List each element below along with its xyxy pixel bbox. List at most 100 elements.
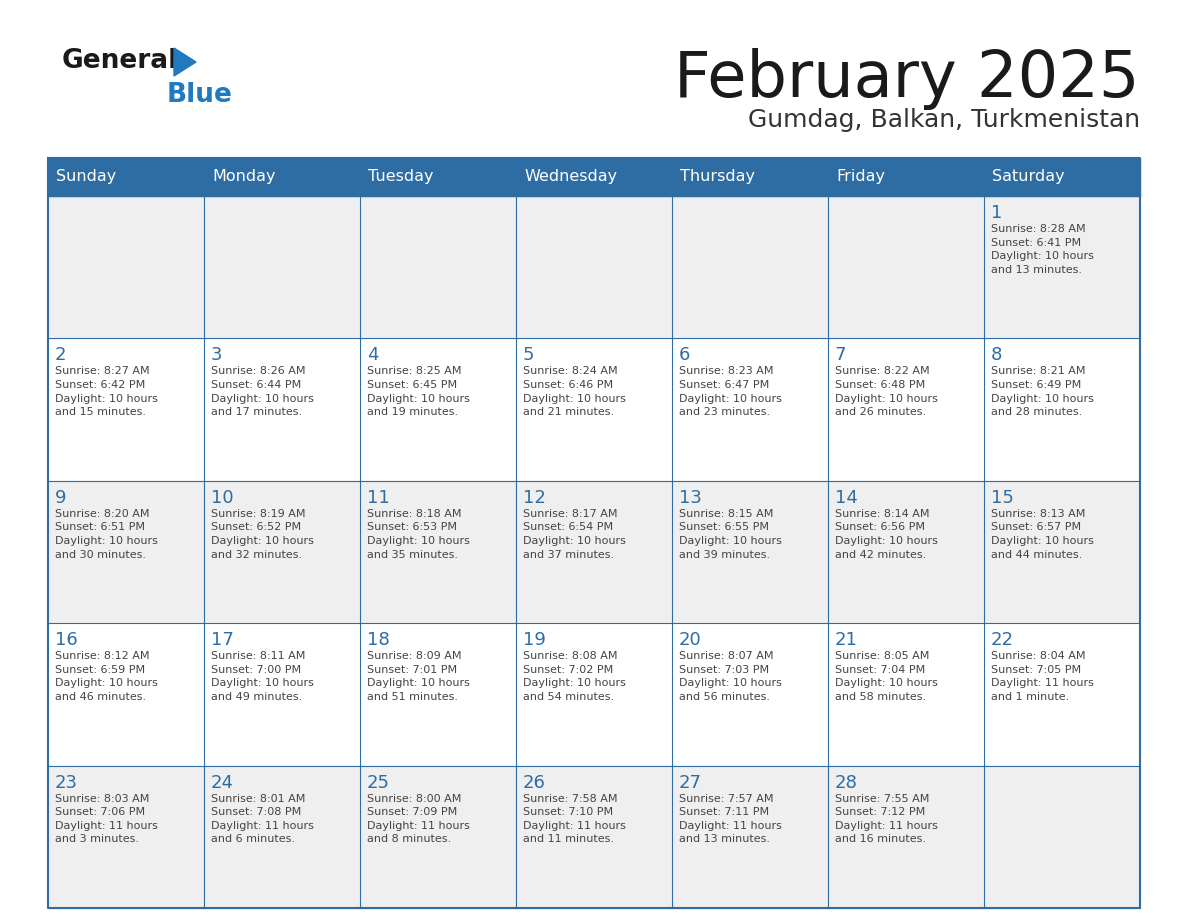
Text: 26: 26: [523, 774, 545, 791]
Bar: [516, 481, 672, 623]
Bar: [360, 481, 516, 623]
Bar: [984, 766, 1140, 908]
Text: 16: 16: [55, 632, 77, 649]
Text: Sunrise: 8:24 AM
Sunset: 6:46 PM
Daylight: 10 hours
and 21 minutes.: Sunrise: 8:24 AM Sunset: 6:46 PM Dayligh…: [523, 366, 626, 417]
Text: Sunrise: 8:15 AM
Sunset: 6:55 PM
Daylight: 10 hours
and 39 minutes.: Sunrise: 8:15 AM Sunset: 6:55 PM Dayligh…: [680, 509, 782, 560]
Text: 6: 6: [680, 346, 690, 364]
Bar: [984, 623, 1140, 766]
Bar: [204, 196, 360, 339]
Text: Saturday: Saturday: [992, 170, 1064, 185]
Polygon shape: [173, 48, 196, 76]
Text: Thursday: Thursday: [680, 170, 756, 185]
Bar: [672, 766, 828, 908]
Text: 3: 3: [211, 346, 222, 364]
Text: 14: 14: [835, 488, 858, 507]
Bar: [984, 339, 1140, 481]
Bar: [48, 339, 204, 481]
Bar: [828, 339, 984, 481]
Text: Friday: Friday: [836, 170, 885, 185]
Bar: [204, 481, 360, 623]
Text: Sunrise: 7:58 AM
Sunset: 7:10 PM
Daylight: 11 hours
and 11 minutes.: Sunrise: 7:58 AM Sunset: 7:10 PM Dayligh…: [523, 793, 626, 845]
Bar: [48, 623, 204, 766]
Text: 20: 20: [680, 632, 702, 649]
Bar: [360, 196, 516, 339]
Text: Sunrise: 8:12 AM
Sunset: 6:59 PM
Daylight: 10 hours
and 46 minutes.: Sunrise: 8:12 AM Sunset: 6:59 PM Dayligh…: [55, 651, 158, 702]
Bar: [360, 623, 516, 766]
Bar: [516, 766, 672, 908]
Text: Sunrise: 8:25 AM
Sunset: 6:45 PM
Daylight: 10 hours
and 19 minutes.: Sunrise: 8:25 AM Sunset: 6:45 PM Dayligh…: [367, 366, 470, 417]
Bar: [828, 623, 984, 766]
Text: 8: 8: [991, 346, 1003, 364]
Text: 9: 9: [55, 488, 67, 507]
Text: Wednesday: Wednesday: [524, 170, 617, 185]
Text: Sunrise: 8:27 AM
Sunset: 6:42 PM
Daylight: 10 hours
and 15 minutes.: Sunrise: 8:27 AM Sunset: 6:42 PM Dayligh…: [55, 366, 158, 417]
Text: 10: 10: [211, 488, 234, 507]
Text: General: General: [62, 48, 178, 74]
Bar: [672, 196, 828, 339]
Bar: [672, 339, 828, 481]
Text: Sunrise: 8:14 AM
Sunset: 6:56 PM
Daylight: 10 hours
and 42 minutes.: Sunrise: 8:14 AM Sunset: 6:56 PM Dayligh…: [835, 509, 937, 560]
Text: 17: 17: [211, 632, 234, 649]
Text: 19: 19: [523, 632, 545, 649]
Text: Sunrise: 8:26 AM
Sunset: 6:44 PM
Daylight: 10 hours
and 17 minutes.: Sunrise: 8:26 AM Sunset: 6:44 PM Dayligh…: [211, 366, 314, 417]
Bar: [360, 339, 516, 481]
Text: Sunrise: 8:07 AM
Sunset: 7:03 PM
Daylight: 10 hours
and 56 minutes.: Sunrise: 8:07 AM Sunset: 7:03 PM Dayligh…: [680, 651, 782, 702]
Text: 27: 27: [680, 774, 702, 791]
Bar: [204, 766, 360, 908]
Text: Blue: Blue: [168, 82, 233, 108]
Text: 5: 5: [523, 346, 535, 364]
Bar: [828, 481, 984, 623]
Text: Sunrise: 8:08 AM
Sunset: 7:02 PM
Daylight: 10 hours
and 54 minutes.: Sunrise: 8:08 AM Sunset: 7:02 PM Dayligh…: [523, 651, 626, 702]
Bar: [516, 196, 672, 339]
Text: 21: 21: [835, 632, 858, 649]
Text: Sunrise: 8:04 AM
Sunset: 7:05 PM
Daylight: 11 hours
and 1 minute.: Sunrise: 8:04 AM Sunset: 7:05 PM Dayligh…: [991, 651, 1094, 702]
Text: 25: 25: [367, 774, 390, 791]
Text: 7: 7: [835, 346, 847, 364]
Text: 23: 23: [55, 774, 78, 791]
Bar: [48, 766, 204, 908]
Text: Sunrise: 8:23 AM
Sunset: 6:47 PM
Daylight: 10 hours
and 23 minutes.: Sunrise: 8:23 AM Sunset: 6:47 PM Dayligh…: [680, 366, 782, 417]
Text: Sunrise: 8:05 AM
Sunset: 7:04 PM
Daylight: 10 hours
and 58 minutes.: Sunrise: 8:05 AM Sunset: 7:04 PM Dayligh…: [835, 651, 937, 702]
Bar: [48, 481, 204, 623]
Text: Sunrise: 8:00 AM
Sunset: 7:09 PM
Daylight: 11 hours
and 8 minutes.: Sunrise: 8:00 AM Sunset: 7:09 PM Dayligh…: [367, 793, 470, 845]
Bar: [48, 158, 1140, 196]
Text: 28: 28: [835, 774, 858, 791]
Text: Sunrise: 8:17 AM
Sunset: 6:54 PM
Daylight: 10 hours
and 37 minutes.: Sunrise: 8:17 AM Sunset: 6:54 PM Dayligh…: [523, 509, 626, 560]
Text: Sunrise: 8:13 AM
Sunset: 6:57 PM
Daylight: 10 hours
and 44 minutes.: Sunrise: 8:13 AM Sunset: 6:57 PM Dayligh…: [991, 509, 1094, 560]
Text: Sunrise: 7:57 AM
Sunset: 7:11 PM
Daylight: 11 hours
and 13 minutes.: Sunrise: 7:57 AM Sunset: 7:11 PM Dayligh…: [680, 793, 782, 845]
Bar: [672, 481, 828, 623]
Text: 22: 22: [991, 632, 1015, 649]
Text: Sunrise: 7:55 AM
Sunset: 7:12 PM
Daylight: 11 hours
and 16 minutes.: Sunrise: 7:55 AM Sunset: 7:12 PM Dayligh…: [835, 793, 937, 845]
Text: 18: 18: [367, 632, 390, 649]
Text: 15: 15: [991, 488, 1013, 507]
Bar: [828, 196, 984, 339]
Text: Sunday: Sunday: [56, 170, 116, 185]
Bar: [516, 339, 672, 481]
Bar: [984, 481, 1140, 623]
Bar: [48, 196, 204, 339]
Bar: [360, 766, 516, 908]
Text: 13: 13: [680, 488, 702, 507]
Text: 1: 1: [991, 204, 1003, 222]
Text: Tuesday: Tuesday: [368, 170, 434, 185]
Bar: [828, 766, 984, 908]
Text: 24: 24: [211, 774, 234, 791]
Bar: [516, 623, 672, 766]
Text: Sunrise: 8:03 AM
Sunset: 7:06 PM
Daylight: 11 hours
and 3 minutes.: Sunrise: 8:03 AM Sunset: 7:06 PM Dayligh…: [55, 793, 158, 845]
Text: Sunrise: 8:18 AM
Sunset: 6:53 PM
Daylight: 10 hours
and 35 minutes.: Sunrise: 8:18 AM Sunset: 6:53 PM Dayligh…: [367, 509, 470, 560]
Text: Sunrise: 8:20 AM
Sunset: 6:51 PM
Daylight: 10 hours
and 30 minutes.: Sunrise: 8:20 AM Sunset: 6:51 PM Dayligh…: [55, 509, 158, 560]
Text: Sunrise: 8:01 AM
Sunset: 7:08 PM
Daylight: 11 hours
and 6 minutes.: Sunrise: 8:01 AM Sunset: 7:08 PM Dayligh…: [211, 793, 314, 845]
Text: Sunrise: 8:09 AM
Sunset: 7:01 PM
Daylight: 10 hours
and 51 minutes.: Sunrise: 8:09 AM Sunset: 7:01 PM Dayligh…: [367, 651, 470, 702]
Text: 12: 12: [523, 488, 545, 507]
Text: 4: 4: [367, 346, 379, 364]
Text: Sunrise: 8:28 AM
Sunset: 6:41 PM
Daylight: 10 hours
and 13 minutes.: Sunrise: 8:28 AM Sunset: 6:41 PM Dayligh…: [991, 224, 1094, 274]
Text: 2: 2: [55, 346, 67, 364]
Text: Monday: Monday: [211, 170, 276, 185]
Text: Sunrise: 8:19 AM
Sunset: 6:52 PM
Daylight: 10 hours
and 32 minutes.: Sunrise: 8:19 AM Sunset: 6:52 PM Dayligh…: [211, 509, 314, 560]
Bar: [984, 196, 1140, 339]
Bar: [204, 339, 360, 481]
Text: February 2025: February 2025: [675, 48, 1140, 110]
Text: Sunrise: 8:21 AM
Sunset: 6:49 PM
Daylight: 10 hours
and 28 minutes.: Sunrise: 8:21 AM Sunset: 6:49 PM Dayligh…: [991, 366, 1094, 417]
Text: Gumdag, Balkan, Turkmenistan: Gumdag, Balkan, Turkmenistan: [748, 108, 1140, 132]
Text: Sunrise: 8:22 AM
Sunset: 6:48 PM
Daylight: 10 hours
and 26 minutes.: Sunrise: 8:22 AM Sunset: 6:48 PM Dayligh…: [835, 366, 937, 417]
